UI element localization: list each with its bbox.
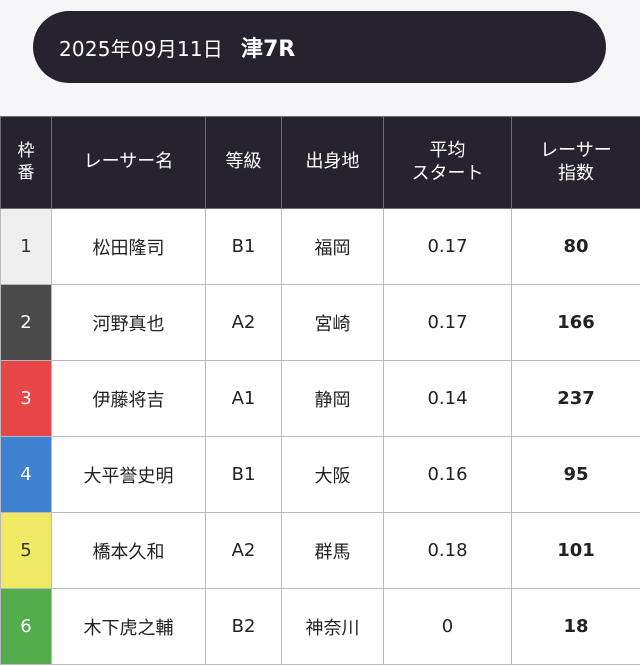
- racer-name-cell: 木下虎之輔: [51, 588, 206, 665]
- avg-start-cell: 0: [383, 588, 512, 665]
- racer-index-cell: 101: [511, 512, 640, 589]
- table-row: 2 河野真也 A2 宮崎 0.17 166: [0, 284, 640, 361]
- grade-cell: A2: [205, 512, 282, 589]
- racer-index-cell: 95: [511, 436, 640, 513]
- origin-cell: 大阪: [281, 436, 384, 513]
- column-header-index: レーサー 指数: [511, 116, 640, 209]
- racer-index-cell: 80: [511, 208, 640, 285]
- column-header-avg-start: 平均 スタート: [383, 116, 512, 209]
- origin-cell: 宮崎: [281, 284, 384, 361]
- grade-cell: A1: [205, 360, 282, 437]
- grade-cell: A2: [205, 284, 282, 361]
- origin-cell: 福岡: [281, 208, 384, 285]
- table-row: 3 伊藤将吉 A1 静岡 0.14 237: [0, 360, 640, 437]
- grade-cell: B1: [205, 436, 282, 513]
- racer-name-cell: 大平誉史明: [51, 436, 206, 513]
- racer-index-cell: 166: [511, 284, 640, 361]
- racer-index-cell: 18: [511, 588, 640, 665]
- frame-number-cell: 1: [0, 208, 52, 285]
- racer-name-cell: 河野真也: [51, 284, 206, 361]
- racer-index-cell: 237: [511, 360, 640, 437]
- frame-number-cell: 2: [0, 284, 52, 361]
- frame-number-cell: 5: [0, 512, 52, 589]
- column-header-grade: 等級: [205, 116, 282, 209]
- race-name: 津7R: [241, 37, 296, 62]
- origin-cell: 神奈川: [281, 588, 384, 665]
- frame-number-cell: 4: [0, 436, 52, 513]
- racer-name-cell: 伊藤将吉: [51, 360, 206, 437]
- table-header-row: 枠 番 レーサー名 等級 出身地 平均 スタート レーサー 指数: [0, 116, 640, 209]
- table-row: 4 大平誉史明 B1 大阪 0.16 95: [0, 436, 640, 513]
- table-row: 5 橋本久和 A2 群馬 0.18 101: [0, 512, 640, 589]
- avg-start-cell: 0.17: [383, 208, 512, 285]
- avg-start-cell: 0.17: [383, 284, 512, 361]
- table-row: 6 木下虎之輔 B2 神奈川 0 18: [0, 588, 640, 665]
- racer-table: 枠 番 レーサー名 等級 出身地 平均 スタート レーサー 指数 1 松田隆司 …: [0, 116, 640, 665]
- avg-start-cell: 0.16: [383, 436, 512, 513]
- origin-cell: 静岡: [281, 360, 384, 437]
- race-date: 2025年09月11日: [59, 36, 223, 61]
- column-header-racer: レーサー名: [51, 116, 206, 209]
- race-header: 2025年09月11日 津7R: [33, 11, 606, 83]
- racer-name-cell: 松田隆司: [51, 208, 206, 285]
- racer-name-cell: 橋本久和: [51, 512, 206, 589]
- avg-start-cell: 0.18: [383, 512, 512, 589]
- origin-cell: 群馬: [281, 512, 384, 589]
- table-row: 1 松田隆司 B1 福岡 0.17 80: [0, 208, 640, 285]
- column-header-frame: 枠 番: [0, 116, 52, 209]
- column-header-origin: 出身地: [281, 116, 384, 209]
- avg-start-cell: 0.14: [383, 360, 512, 437]
- frame-number-cell: 3: [0, 360, 52, 437]
- grade-cell: B2: [205, 588, 282, 665]
- grade-cell: B1: [205, 208, 282, 285]
- frame-number-cell: 6: [0, 588, 52, 665]
